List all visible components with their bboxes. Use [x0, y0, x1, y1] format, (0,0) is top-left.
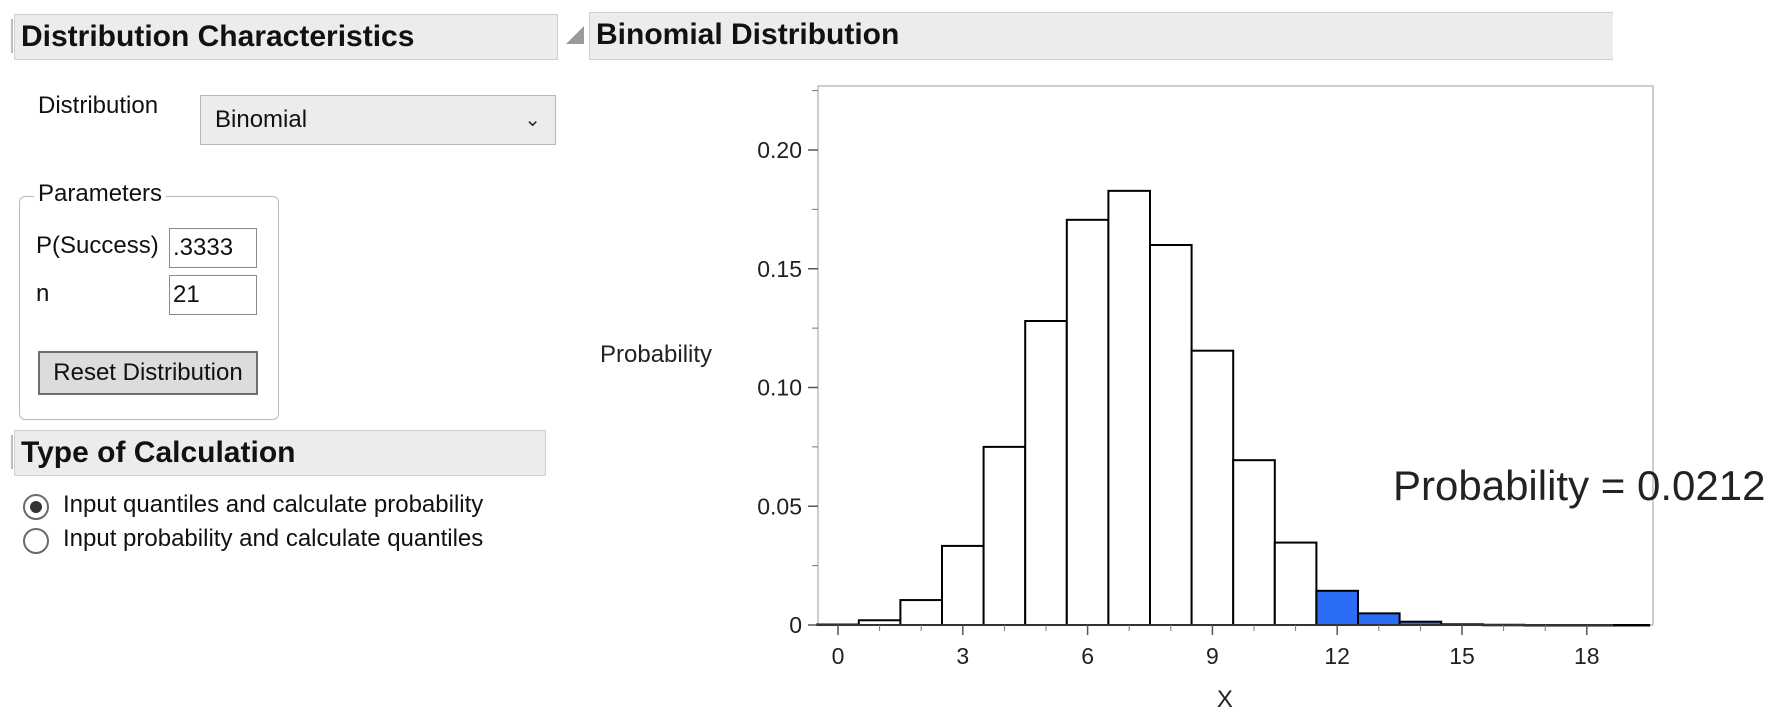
y-tick-label: 0.20 — [757, 137, 802, 163]
y-tick-label: 0.15 — [757, 256, 802, 282]
x-tick-label: 12 — [1324, 643, 1350, 669]
distribution-characteristics-header[interactable]: Distribution Characteristics — [11, 14, 558, 60]
radio-label-quantiles-to-probability[interactable]: Input quantiles and calculate probabilit… — [63, 491, 484, 518]
y-axis-label: Probability — [600, 341, 712, 368]
type-of-calculation-header[interactable]: Type of Calculation — [11, 430, 546, 476]
x-tick-label: 3 — [956, 643, 969, 669]
y-tick-label: 0.05 — [757, 493, 802, 519]
x-tick-label: 0 — [832, 643, 845, 669]
bar-x-3 — [941, 544, 985, 626]
bar-x-13 — [1357, 612, 1401, 626]
radio-label-probability-to-quantiles[interactable]: Input probability and calculate quantile… — [63, 525, 484, 552]
x-tick-label: 6 — [1081, 643, 1094, 669]
bar-x-12 — [1315, 589, 1360, 626]
y-tick-label: 0 — [789, 612, 802, 638]
parameters-legend: Parameters — [34, 180, 167, 208]
radio-quantiles-to-probability[interactable] — [23, 494, 49, 520]
type-of-calculation-title: Type of Calculation — [21, 436, 296, 469]
bar-x-9 — [1190, 349, 1235, 626]
bar-x-10 — [1232, 459, 1276, 626]
bar-x-19 — [1606, 624, 1651, 627]
reset-distribution-button[interactable]: Reset Distribution — [38, 351, 258, 395]
distribution-select[interactable]: Binomial ⌄ — [200, 95, 556, 145]
bar-x-2 — [899, 599, 944, 626]
y-tick-label: 0.10 — [757, 375, 802, 401]
distribution-characteristics-title: Distribution Characteristics — [21, 20, 415, 53]
chevron-down-icon: ⌄ — [524, 109, 541, 131]
distribution-label: Distribution — [38, 92, 159, 119]
distribution-select-value: Binomial — [215, 106, 308, 133]
x-tick-label: 18 — [1574, 643, 1600, 669]
x-tick-label: 15 — [1449, 643, 1475, 669]
x-axis-label: X — [1217, 686, 1233, 713]
n-label: n — [36, 280, 50, 307]
bar-x-4 — [982, 445, 1027, 626]
binomial-distribution-title: Binomial Distribution — [596, 18, 900, 51]
bar-x-8 — [1149, 244, 1193, 626]
radio-probability-to-quantiles[interactable] — [23, 528, 49, 554]
bar-x-6 — [1065, 218, 1110, 626]
outline-toggle-icon[interactable] — [566, 26, 584, 44]
bar-x-11 — [1273, 541, 1318, 627]
p-success-input[interactable]: .3333 — [169, 228, 257, 268]
probability-annotation: Probability = 0.0212 — [1393, 462, 1766, 509]
bar-x-7 — [1107, 189, 1152, 626]
n-input[interactable]: 21 — [169, 275, 257, 315]
binomial-distribution-header[interactable]: Binomial Distribution — [589, 12, 1613, 60]
p-success-label: P(Success) — [36, 232, 159, 259]
x-tick-label: 9 — [1206, 643, 1219, 669]
bar-x-5 — [1024, 320, 1068, 626]
